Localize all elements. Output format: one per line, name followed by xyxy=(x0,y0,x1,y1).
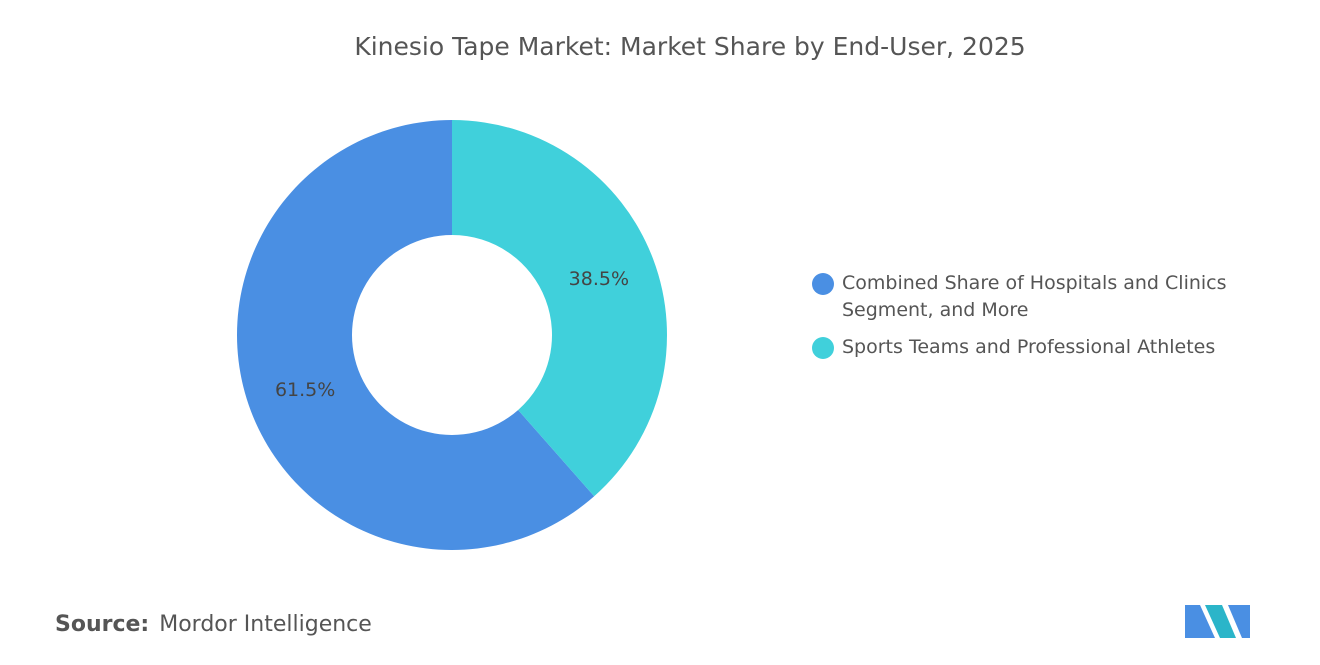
slices: 61.5% 38.5% xyxy=(236,120,667,551)
value-label: 38.5% xyxy=(569,268,629,290)
legend: Combined Share of Hospitals and Clinics … xyxy=(812,270,1282,371)
legend-item: Sports Teams and Professional Athletes xyxy=(812,334,1282,361)
source: Source: Mordor Intelligence xyxy=(55,612,372,637)
value-label: 61.5% xyxy=(275,379,335,401)
legend-label: Combined Share of Hospitals and Clinics … xyxy=(842,272,1227,321)
slice xyxy=(452,120,667,497)
source-label: Source: xyxy=(55,612,150,637)
legend-label: Sports Teams and Professional Athletes xyxy=(842,336,1216,358)
legend-item: Combined Share of Hospitals and Clinics … xyxy=(812,270,1282,324)
chart-title: Kinesio Tape Market: Market Share by End… xyxy=(354,32,1025,61)
slice xyxy=(236,120,595,551)
logo xyxy=(1185,605,1250,638)
legend-swatch xyxy=(812,337,834,359)
source-text: Mordor Intelligence xyxy=(159,612,372,637)
legend-swatch xyxy=(812,273,834,295)
